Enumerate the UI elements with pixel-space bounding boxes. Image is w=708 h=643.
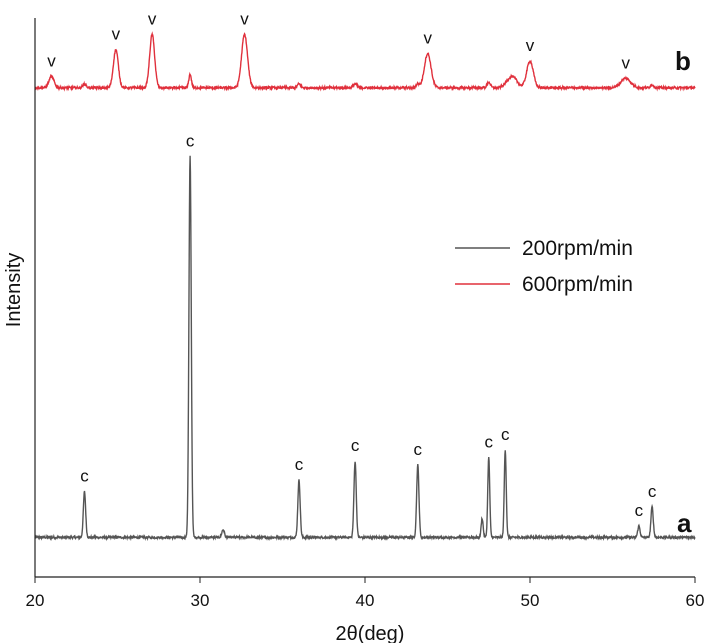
legend: 200rpm/min 600rpm/min [455,237,633,296]
peak-marker-c: c [414,440,423,459]
peak-marker-c: c [351,436,360,455]
x-axis-title: 2θ(deg) [336,623,405,643]
peak-marker-c: c [635,501,644,520]
peak-marker-v: v [47,51,56,70]
x-tick-label: 40 [356,591,375,610]
peak-marker-c: c [501,425,510,444]
peak-marker-c: c [485,432,494,451]
x-ticks: 20 30 40 50 60 [26,577,705,610]
x-tick-label: 50 [521,591,540,610]
y-axis-title: Intensity [3,253,25,327]
trace-label-b: b [675,46,691,76]
x-tick-label: 20 [26,591,45,610]
peak-marker-v: v [240,9,249,28]
peak-marker-c: c [80,467,89,486]
legend-label-series-1: 200rpm/min [522,237,633,260]
axes [34,18,695,578]
peak-marker-v: v [621,53,630,72]
peak-marker-v: v [423,29,432,48]
peak-marker-v: v [112,25,121,44]
series-line-2 [34,31,696,92]
x-tick-label: 30 [191,591,210,610]
x-tick-label: 60 [686,591,705,610]
peak-marker-c: c [648,482,657,501]
trace-label-a: a [677,508,692,538]
peak-marker-c: c [186,131,195,150]
legend-label-series-2: 600rpm/min [522,273,633,296]
series-line-1 [34,155,696,542]
peak-marker-c: c [295,455,304,474]
peak-marker-v: v [148,9,157,28]
peak-marker-v: v [526,36,535,55]
